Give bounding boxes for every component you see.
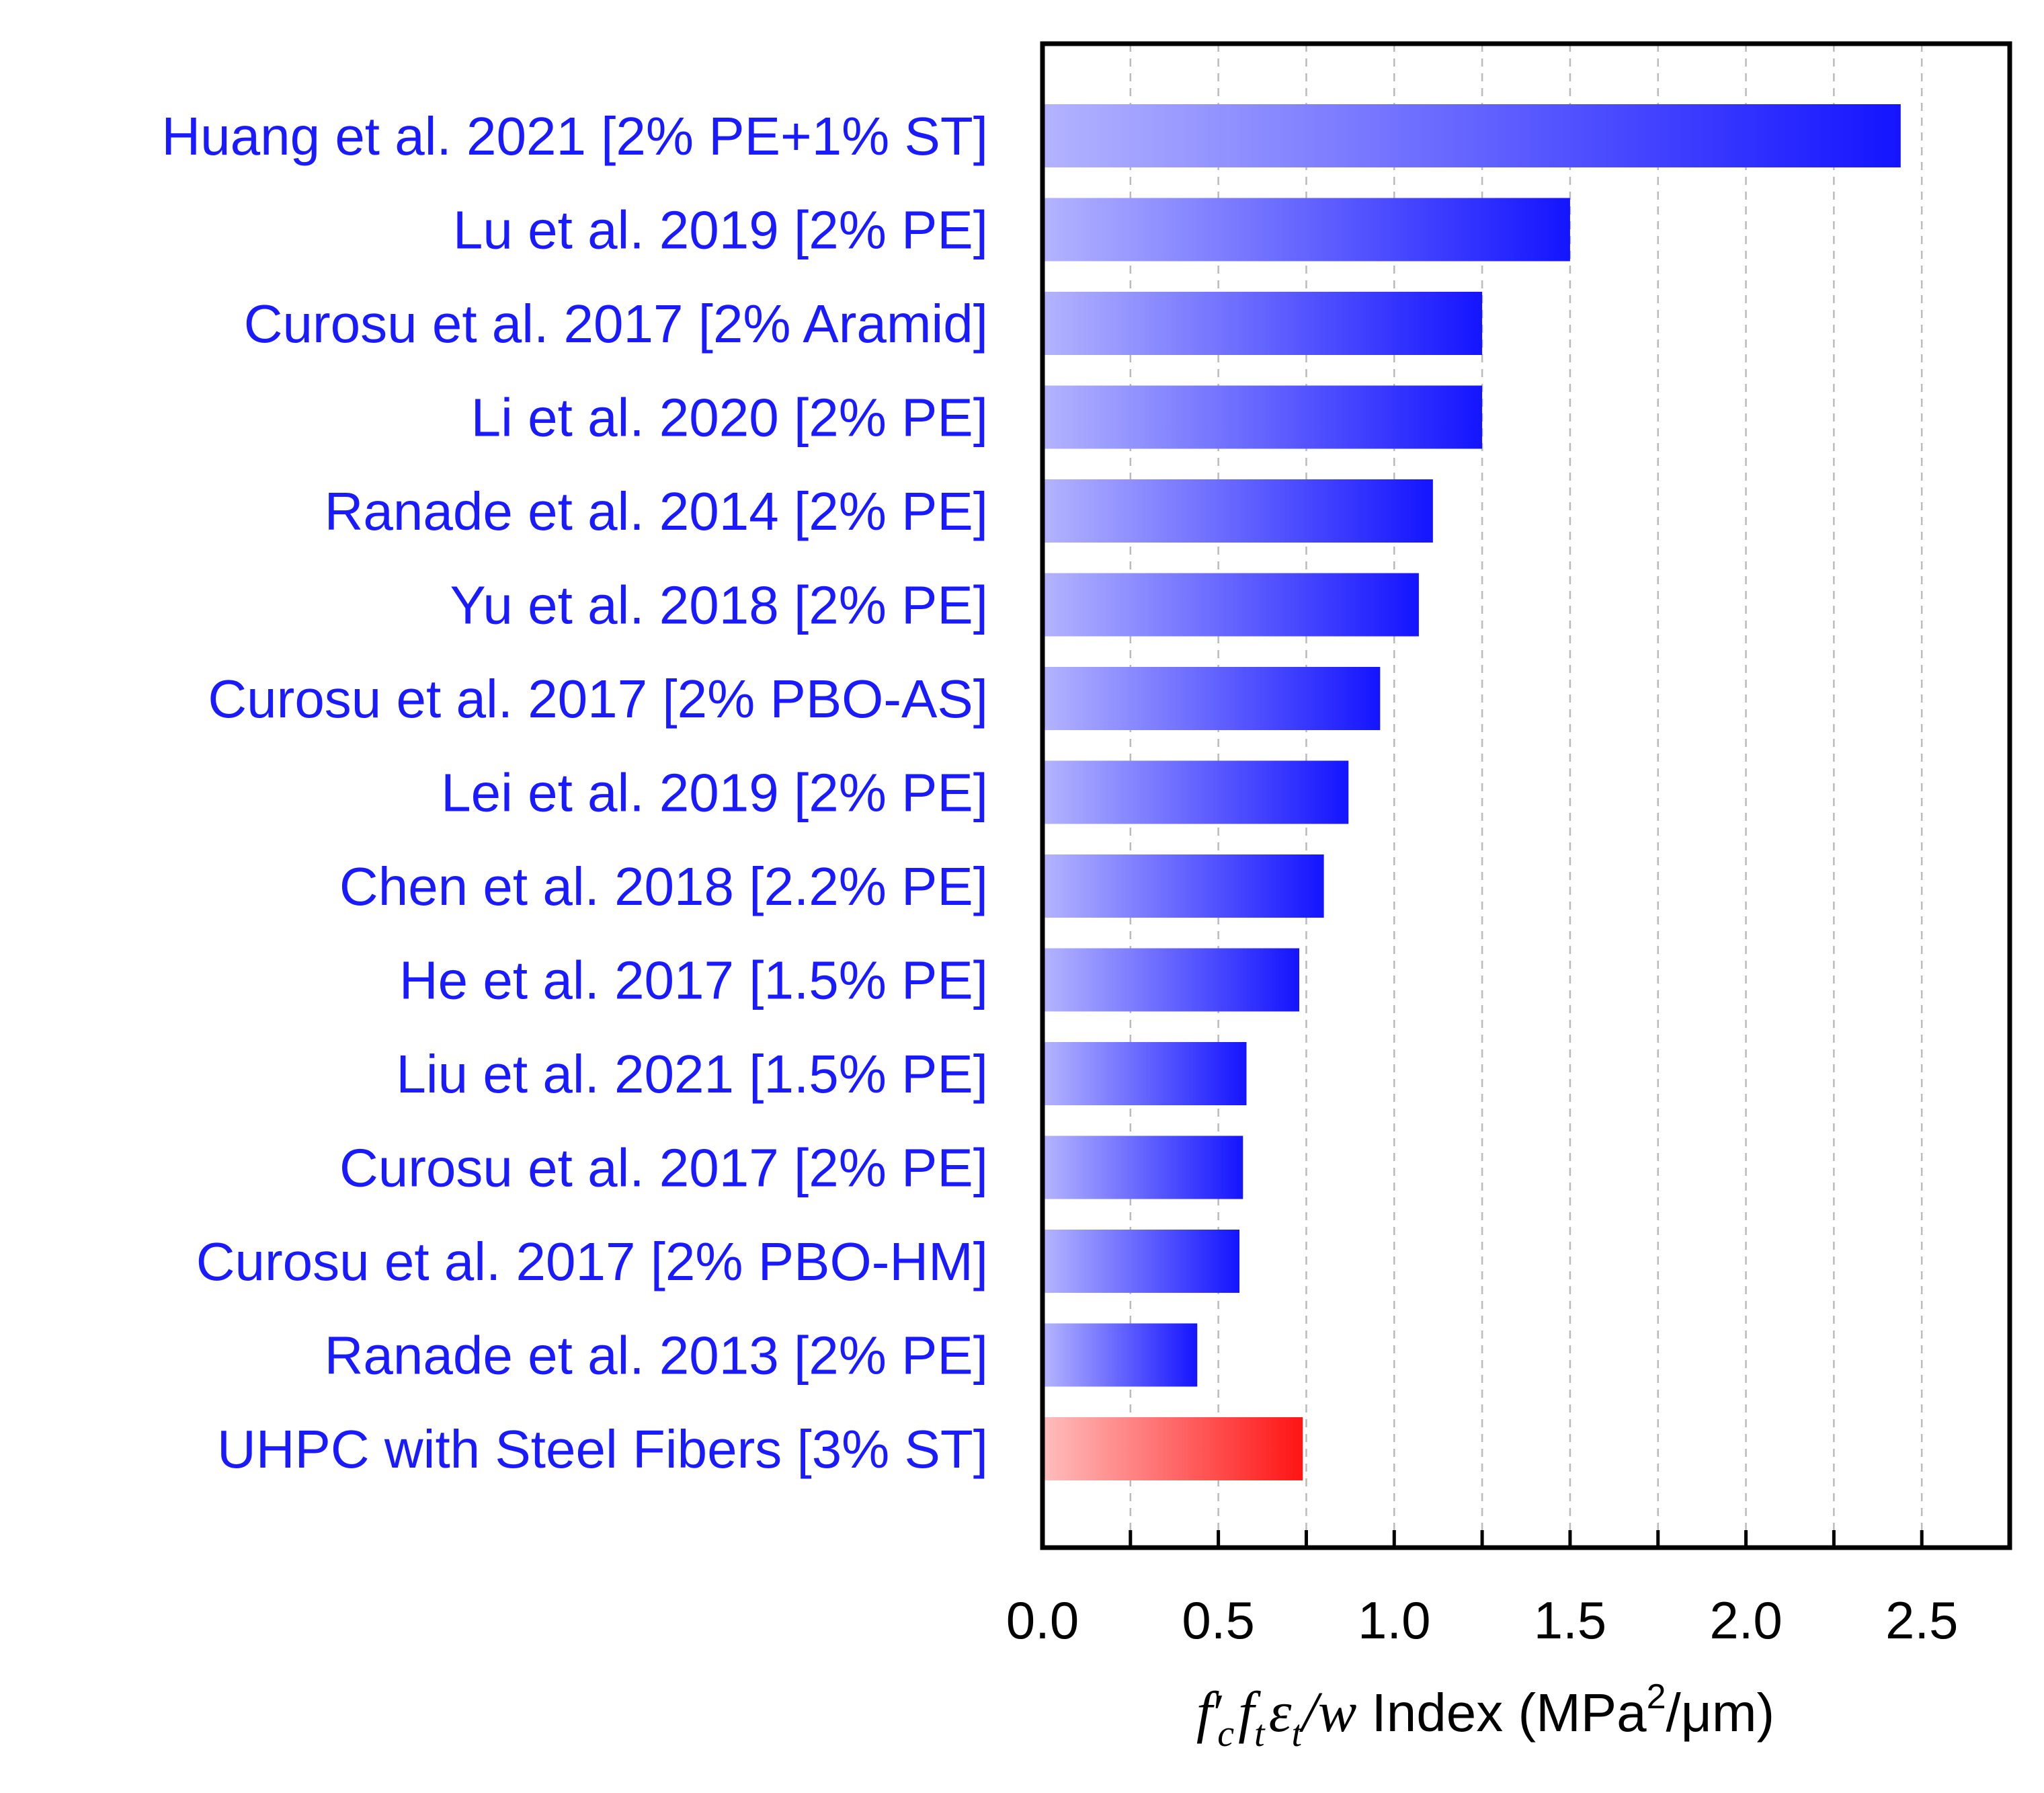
bar [1045, 1135, 1243, 1199]
bars [1045, 104, 1901, 1480]
bar [1045, 667, 1381, 730]
category-label: Huang et al. 2021 [2% PE+1% ST] [161, 106, 988, 166]
x-axis-title-index: Index (MPa [1356, 1683, 1647, 1743]
x-axis-title: f′cftεt/w Index (MPa2/μm) [1196, 1677, 1774, 1755]
category-label: Curosu et al. 2017 [2% PBO-HM] [196, 1232, 988, 1291]
x-axis-title-sub-t2: t [1291, 1713, 1303, 1755]
x-axis-title-sub-c: c [1217, 1713, 1234, 1755]
bar [1045, 1323, 1198, 1387]
x-tick-label: 2.5 [1885, 1591, 1958, 1650]
x-tick-label: 1.0 [1358, 1591, 1430, 1650]
bar [1045, 385, 1483, 449]
bar [1045, 1042, 1247, 1105]
category-label: Lu et al. 2019 [2% PE] [453, 200, 988, 260]
category-label: Curosu et al. 2017 [2% PE] [339, 1138, 988, 1198]
category-label: Curosu et al. 2017 [2% PBO-AS] [208, 669, 988, 729]
bar [1045, 948, 1299, 1012]
x-tick-label: 0.5 [1182, 1591, 1254, 1650]
x-tick-labels: 0.0 0.5 1.0 1.5 2.0 2.5 [1006, 1591, 1959, 1650]
category-label: Li et al. 2020 [2% PE] [471, 388, 988, 448]
category-label: He et al. 2017 [1.5% PE] [399, 951, 988, 1010]
bar [1045, 854, 1324, 918]
x-tick-label: 1.5 [1534, 1591, 1606, 1650]
bar [1045, 573, 1419, 637]
bar [1045, 198, 1570, 262]
bar [1045, 104, 1901, 167]
category-label: Lei et al. 2019 [2% PE] [441, 763, 988, 823]
plot-frame [1040, 41, 2012, 1550]
category-label: Liu et al. 2021 [1.5% PE] [396, 1044, 988, 1104]
bar [1045, 292, 1483, 355]
axes [1040, 41, 2012, 1550]
category-label: Ranade et al. 2013 [2% PE] [325, 1326, 988, 1386]
x-axis-title-tail: /μm) [1666, 1683, 1775, 1743]
x-tick-label: 0.0 [1006, 1591, 1079, 1650]
bar [1045, 760, 1349, 824]
bar [1045, 1417, 1303, 1480]
x-axis-title-slash-w: /w [1299, 1679, 1356, 1744]
bar [1045, 479, 1433, 543]
x-axis-title-sup: 2 [1647, 1677, 1666, 1716]
x-axis-title-epsilon: ε [1269, 1679, 1292, 1744]
x-axis-title-sub-t1: t [1254, 1713, 1266, 1755]
bar [1045, 1230, 1240, 1293]
x-tick-label: 2.0 [1709, 1591, 1782, 1650]
category-label: Chen et al. 2018 [2.2% PE] [339, 856, 988, 916]
category-label: Yu et al. 2018 [2% PE] [450, 575, 988, 635]
category-label: UHPC with Steel Fibers [3% ST] [217, 1419, 988, 1479]
category-label: Curosu et al. 2017 [2% Aramid] [244, 294, 988, 354]
x-axis-title-prime: ′ [1210, 1684, 1223, 1743]
category-label: Ranade et al. 2014 [2% PE] [325, 481, 988, 541]
category-labels: Huang et al. 2021 [2% PE+1% ST] Lu et al.… [161, 106, 988, 1479]
